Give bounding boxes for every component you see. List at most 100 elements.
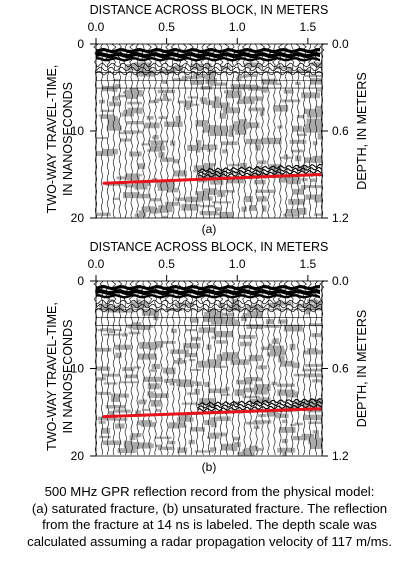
texture-patch (254, 388, 268, 395)
texture-patch (260, 346, 271, 351)
trace (223, 43, 230, 219)
texture-patch (302, 127, 322, 133)
texture-patch (202, 144, 218, 147)
texture-patch (174, 170, 187, 177)
texture-patch (317, 133, 322, 140)
texture-patch (203, 315, 220, 323)
texture-patch (278, 426, 296, 433)
texture-patch (303, 108, 322, 115)
texture-patch (277, 319, 288, 324)
panel-label: (a) (202, 222, 217, 236)
texture-patch (258, 160, 267, 165)
texture-patch (199, 97, 208, 102)
texture-patch (194, 450, 215, 453)
texture-patch (219, 112, 227, 119)
texture-patch (273, 104, 289, 112)
texture-patch (141, 206, 155, 213)
texture-patch (245, 376, 260, 381)
texture-patch (162, 93, 167, 100)
texture-patch (139, 420, 153, 426)
trace (110, 43, 117, 219)
texture-patch (228, 304, 241, 311)
texture-patch (288, 66, 293, 74)
trace (277, 280, 284, 456)
texture-patch (296, 207, 307, 215)
texture-patch (238, 335, 256, 339)
texture-patch (108, 410, 115, 417)
texture-patch (261, 205, 267, 212)
trace (158, 43, 164, 219)
texture-patch (217, 189, 235, 193)
texture-patch (244, 196, 253, 200)
trace (241, 43, 248, 219)
trace (254, 280, 260, 456)
texture-patch (105, 405, 126, 409)
direct-wave-band (96, 293, 320, 299)
texture-patch (304, 124, 322, 129)
texture-patch (99, 303, 111, 310)
texture-patch (306, 408, 322, 413)
texture-patch (181, 204, 198, 211)
texture-patch (234, 442, 241, 448)
texture-patch (189, 427, 206, 432)
texture-patch (172, 78, 188, 82)
reflection-band (197, 163, 322, 173)
texture-patch (114, 409, 131, 413)
texture-patch (305, 308, 310, 315)
texture-patch (205, 78, 217, 84)
texture-patch (213, 96, 220, 103)
trace (212, 43, 218, 219)
texture-patch (127, 101, 143, 105)
texture-patch (236, 379, 253, 385)
texture-patch (271, 339, 278, 344)
texture-patch (216, 354, 234, 361)
texture-patch (255, 144, 261, 151)
y-axis-title-line-2: IN NANOSECONDS (61, 82, 75, 196)
trace (295, 280, 301, 456)
texture-patch (297, 133, 307, 137)
texture-patch (241, 315, 248, 322)
texture-patch (185, 196, 202, 203)
texture-patch (254, 384, 271, 392)
texture-patch (306, 118, 322, 126)
texture-patch (269, 349, 286, 356)
texture-patch (237, 75, 248, 78)
texture-patch (123, 440, 133, 447)
texture-patch (308, 437, 322, 445)
texture-patch (236, 83, 241, 88)
wiggle (95, 66, 323, 72)
texture-patch (187, 96, 198, 99)
trace (277, 43, 284, 219)
texture-patch (190, 336, 201, 341)
wiggle (95, 307, 323, 313)
texture-patch (198, 327, 217, 333)
texture-patch (150, 399, 161, 407)
x-axis-title: DISTANCE ACROSS BLOCK, IN METERS (90, 3, 329, 17)
trace (253, 43, 260, 219)
texture-patch (162, 215, 167, 218)
trace (117, 280, 123, 456)
texture-patch (305, 373, 322, 378)
texture-patch (227, 321, 240, 326)
texture-patch (97, 329, 103, 332)
texture-patch (270, 345, 285, 351)
wiggle-band (95, 62, 323, 76)
texture-patch (210, 178, 224, 185)
texture-patch (292, 125, 303, 132)
trace (200, 43, 206, 219)
trace (105, 280, 111, 456)
direct-wave-band (96, 47, 320, 54)
texture-patch (305, 303, 322, 309)
texture-patch (221, 443, 237, 451)
texture-patch (197, 360, 215, 368)
texture-patch (220, 393, 231, 396)
depth-tick-label: 0.0 (332, 274, 349, 288)
texture-patch (147, 391, 154, 397)
texture-patch (196, 139, 202, 147)
texture-patch (108, 101, 121, 107)
texture-patch (138, 210, 147, 217)
trace (212, 280, 218, 456)
texture-patch (242, 96, 263, 101)
texture-patch (232, 123, 249, 130)
texture-patch (100, 328, 113, 332)
